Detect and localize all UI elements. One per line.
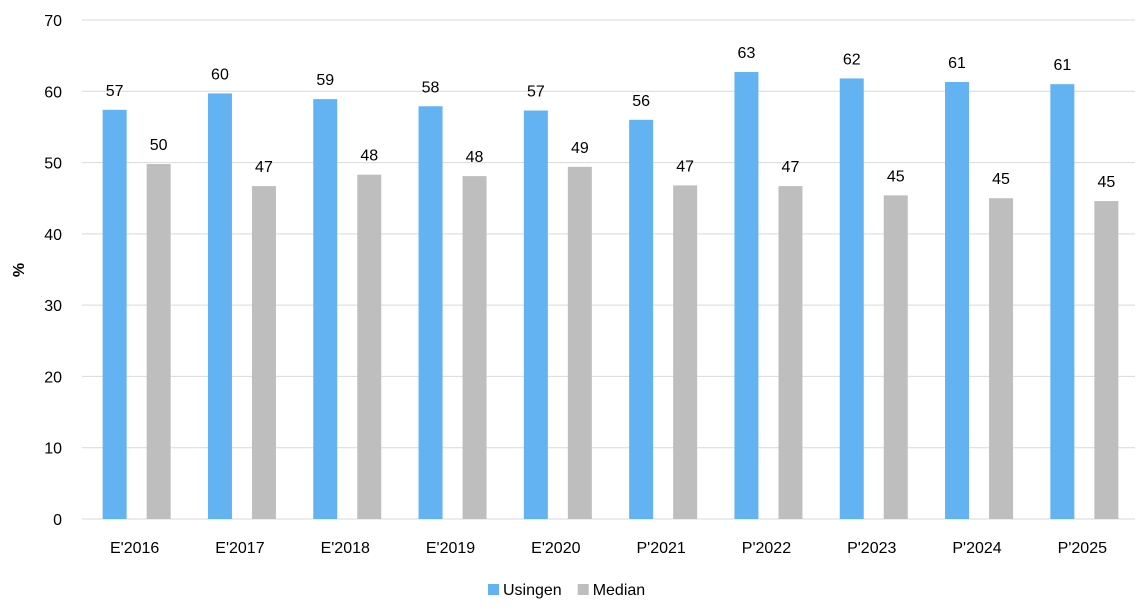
y-tick-label: 70: [44, 13, 62, 30]
bar-usingen: [102, 109, 127, 519]
bar-median: [989, 198, 1014, 519]
x-tick-label: P'2022: [742, 540, 791, 557]
data-label: 47: [676, 158, 694, 175]
data-label: 57: [106, 83, 124, 100]
bar-median: [462, 176, 487, 519]
data-label: 59: [316, 72, 334, 89]
bar-median: [778, 186, 803, 520]
legend: Usingen Median: [488, 582, 645, 599]
bar-median: [146, 163, 171, 520]
bar-usingen: [313, 99, 338, 520]
data-label: 63: [738, 45, 756, 62]
x-tick-label: P'2025: [1058, 540, 1107, 557]
legend-label-usingen: Usingen: [503, 582, 562, 599]
bar-median: [1094, 201, 1119, 519]
y-tick-label: 50: [44, 156, 62, 173]
bar-usingen: [629, 119, 654, 520]
bars: 57 50 60 47 59 48 58 48 57 49 56 47 63 47 62 45 61 45 61 45: [102, 45, 1119, 520]
y-tick-label: 30: [44, 298, 62, 315]
data-label: 48: [360, 148, 378, 165]
bar-median: [357, 174, 382, 519]
data-label: 56: [632, 93, 650, 110]
data-label: 45: [1097, 174, 1115, 191]
legend-swatch-median: [577, 584, 589, 595]
data-label: 47: [782, 159, 800, 176]
bar-median: [251, 186, 276, 520]
data-label: 58: [422, 79, 440, 96]
y-tick-label: 20: [44, 369, 62, 386]
y-tick-label: 40: [44, 227, 62, 244]
data-label: 49: [571, 140, 589, 157]
x-tick-label: E'2016: [110, 540, 159, 557]
legend-swatch-usingen: [488, 584, 499, 595]
x-axis-ticks: E'2016 E'2017 E'2018 E'2019 E'2020 P'2021 P'20…: [110, 540, 1107, 557]
gridlines: [82, 19, 1135, 520]
data-label: 61: [1053, 57, 1071, 74]
data-label: 45: [992, 171, 1010, 188]
bar-median: [673, 185, 698, 519]
data-label: 45: [887, 168, 905, 185]
data-label: 47: [255, 159, 273, 176]
bar-median: [883, 195, 908, 519]
y-tick-label: 0: [53, 512, 62, 529]
x-tick-label: E'2019: [426, 540, 475, 557]
y-axis-title: %: [11, 263, 28, 277]
bar-usingen: [945, 82, 970, 520]
bar-usingen: [734, 72, 759, 519]
y-axis-ticks: 0 10 20 30 40 50 60 70: [44, 13, 62, 529]
x-tick-label: E'2020: [531, 540, 580, 557]
data-label: 61: [948, 55, 966, 72]
x-tick-label: E'2017: [215, 540, 264, 557]
x-tick-label: P'2021: [636, 540, 685, 557]
data-label: 48: [466, 149, 484, 166]
bar-usingen: [839, 78, 864, 519]
data-label: 60: [211, 66, 229, 83]
bar-usingen: [523, 110, 548, 519]
bar-median: [567, 166, 592, 519]
bar-usingen: [1050, 84, 1075, 520]
data-label: 57: [527, 84, 545, 101]
bar-usingen: [207, 93, 232, 519]
x-tick-label: P'2023: [847, 540, 896, 557]
legend-label-median: Median: [593, 582, 645, 599]
x-tick-label: E'2018: [321, 540, 370, 557]
data-label: 50: [150, 137, 168, 154]
x-tick-label: P'2024: [952, 540, 1001, 557]
y-tick-label: 60: [44, 84, 62, 101]
data-label: 62: [843, 51, 861, 68]
bar-usingen: [418, 106, 443, 520]
y-tick-label: 10: [44, 441, 62, 458]
